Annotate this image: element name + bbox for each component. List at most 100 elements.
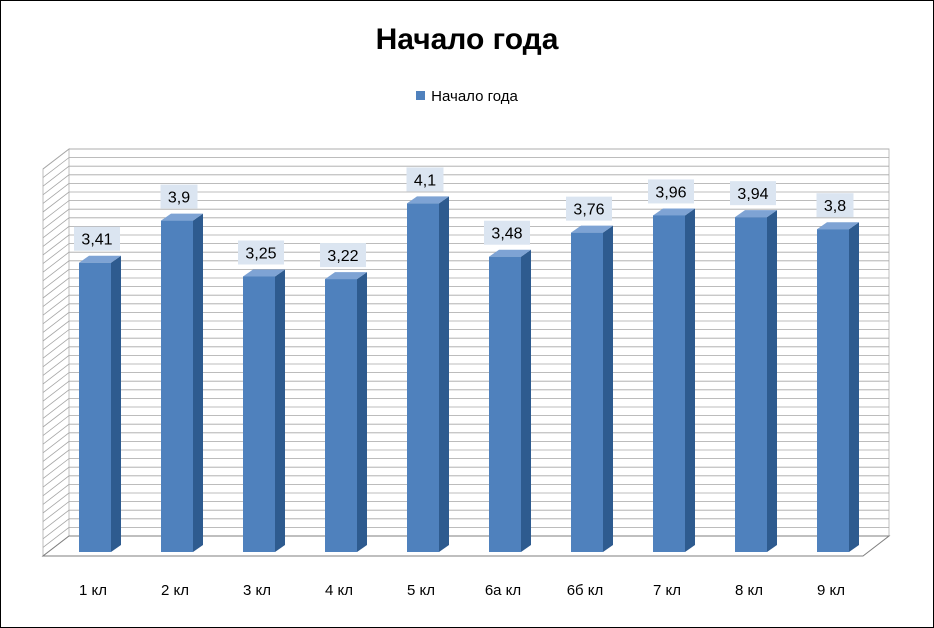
bar-side [603,225,613,552]
bar-top [817,222,859,230]
x-tick-label: 9 кл [817,582,845,599]
gridline [42,320,889,342]
bar-side [111,255,121,553]
gridline [42,415,889,436]
bar [571,232,603,552]
data-label-bg [816,193,854,218]
gridline [42,303,889,325]
bar-top [735,210,777,218]
gridline [42,389,889,411]
data-label-bg [74,226,120,251]
bar [653,215,685,552]
gridline [42,449,889,471]
bar-top [653,208,695,216]
data-label-bg [320,243,366,268]
gridline [42,527,889,548]
gridline [42,225,889,247]
bar [161,220,193,552]
x-tick-label: 1 кл [79,582,107,599]
data-label-bg [238,240,284,265]
data-label: 3,22 [327,248,358,265]
data-label: 3,76 [573,202,604,219]
bar [817,229,849,552]
gridline [42,311,889,333]
gridline [42,483,889,505]
gridline [42,157,889,178]
data-label: 3,48 [491,226,522,243]
gridline [42,466,889,488]
gridline [42,518,889,540]
bar-top [243,269,285,277]
bar-top [325,272,367,280]
gridline [42,475,889,497]
gridline [42,165,889,187]
bar-top [407,196,449,204]
gridline [42,234,889,256]
x-tick-label: 8 кл [735,582,763,599]
bar [735,217,767,552]
data-label-bg [566,196,612,221]
gridline [42,294,889,316]
bar-side [357,272,367,552]
x-tick-label: 7 кл [653,582,681,599]
bar-side [275,269,285,552]
gridline [42,268,889,290]
gridline [42,200,889,221]
data-label: 3,25 [245,246,276,263]
gridline [42,501,889,522]
gridline [42,148,889,170]
gridline [42,458,889,479]
gridline [42,337,889,359]
bar-side [767,210,777,552]
gridline [42,397,889,419]
bar-top [79,255,121,263]
data-label-bg [730,181,776,206]
gridline [42,492,889,514]
gridline [42,277,889,299]
bar-top [161,213,203,221]
legend-label: Начало года [431,88,518,105]
legend-swatch [416,91,426,100]
gridline [42,217,889,239]
gridline [42,329,889,350]
side-wall [42,147,70,558]
gridline [42,380,889,402]
gridline [42,440,889,462]
data-label: 3,94 [737,186,768,203]
gridline [42,260,889,282]
bar [489,256,521,552]
bar [243,276,275,552]
bar-side [521,249,531,552]
gridline [42,509,889,531]
gridline [42,406,889,428]
gridline [42,243,889,264]
x-tick-label: 6а кл [485,582,521,599]
legend: Начало года [1,88,933,105]
gridline [42,432,889,454]
gridline [42,354,889,376]
data-label: 3,41 [81,232,112,249]
x-tick-label: 6б кл [567,582,604,599]
gridline [42,174,889,196]
bar-side [439,196,449,552]
bar [407,203,439,552]
data-label-bg [160,184,198,209]
bar-side [685,208,695,552]
bar-top [571,225,613,233]
data-label: 3,96 [655,184,686,201]
data-label: 3,9 [168,190,190,207]
data-label: 4,1 [414,172,436,189]
gridline [42,251,889,273]
data-label-bg [406,167,444,192]
x-tick-label: 5 кл [407,582,435,599]
gridline [42,182,889,204]
bar [79,262,111,552]
bar-side [849,222,859,552]
data-label: 3,8 [824,198,846,215]
data-label-bg [648,179,694,204]
x-tick-label: 3 кл [243,582,271,599]
bar [325,279,357,552]
gridline [42,208,889,230]
